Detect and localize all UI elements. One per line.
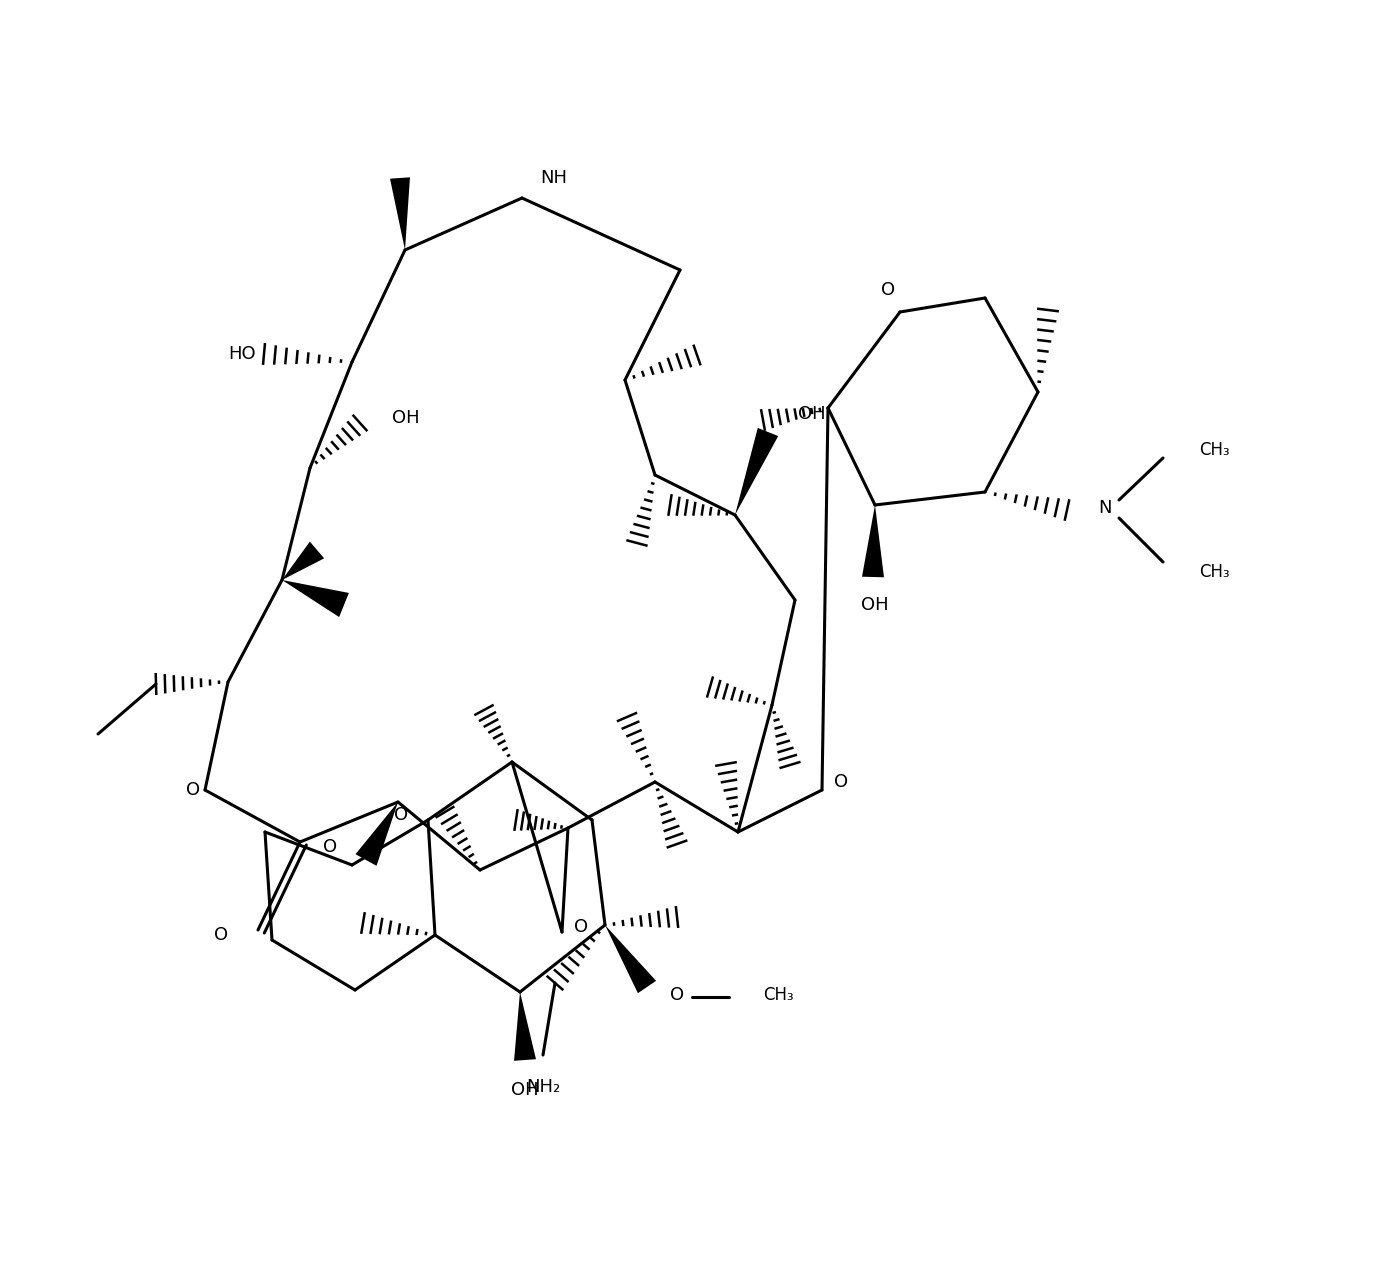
Text: O: O bbox=[670, 986, 684, 1004]
Text: OH: OH bbox=[511, 1082, 539, 1100]
Text: O: O bbox=[834, 773, 848, 791]
Text: N: N bbox=[1098, 499, 1112, 517]
Text: OH: OH bbox=[861, 596, 888, 614]
Text: NH₂: NH₂ bbox=[526, 1078, 561, 1096]
Text: O: O bbox=[575, 918, 589, 936]
Text: OH: OH bbox=[391, 410, 419, 428]
Polygon shape bbox=[862, 506, 884, 577]
Polygon shape bbox=[282, 541, 325, 580]
Polygon shape bbox=[390, 178, 409, 250]
Text: HO: HO bbox=[229, 346, 255, 364]
Text: O: O bbox=[214, 925, 228, 945]
Polygon shape bbox=[605, 925, 657, 993]
Text: O: O bbox=[323, 838, 337, 856]
Text: NH: NH bbox=[540, 169, 568, 187]
Polygon shape bbox=[282, 580, 348, 617]
Text: CH₃: CH₃ bbox=[1199, 563, 1230, 581]
Text: O: O bbox=[394, 806, 408, 824]
Polygon shape bbox=[514, 992, 536, 1061]
Polygon shape bbox=[736, 428, 779, 515]
Text: CH₃: CH₃ bbox=[763, 986, 794, 1004]
Text: O: O bbox=[881, 282, 895, 300]
Text: OH: OH bbox=[798, 404, 826, 422]
Text: O: O bbox=[186, 781, 200, 799]
Text: CH₃: CH₃ bbox=[1199, 442, 1230, 460]
Polygon shape bbox=[355, 803, 398, 865]
